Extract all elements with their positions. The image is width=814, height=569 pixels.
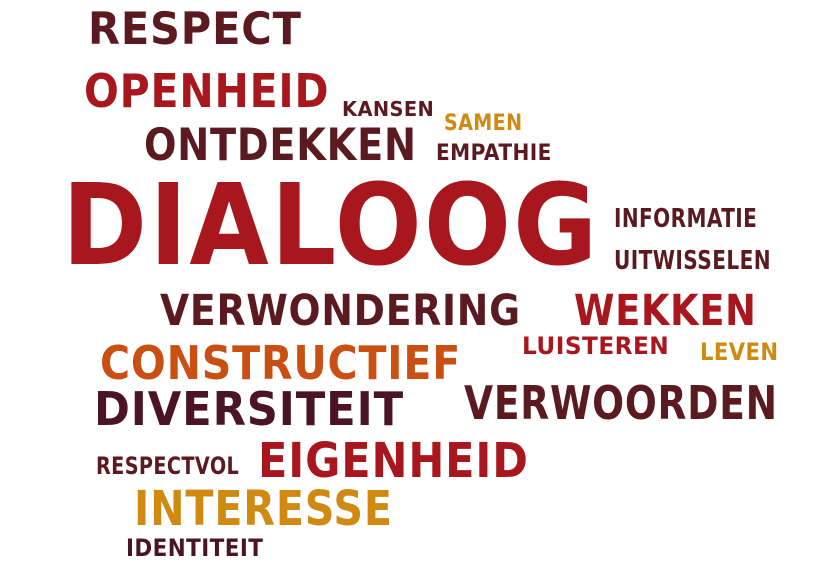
word-interesse: INTERESSE [134,482,393,538]
word-verwoorden: VERWOORDEN [464,376,778,430]
word-verwondering: VERWONDERING [160,285,521,335]
word-dialoog: DIALOOG [62,160,600,291]
word-informatie: INFORMATIE [614,204,758,235]
word-luisteren: LUISTEREN [522,332,670,361]
word-uitwisselen: UITWISSELEN [614,246,772,277]
word-samen: SAMEN [444,110,523,136]
word-openheid: OPENHEID [84,64,330,118]
word-constructief: CONSTRUCTIEF [100,336,462,390]
word-ontdekken: ONTDEKKEN [144,119,417,171]
word-identiteit: IDENTITEIT [126,534,264,563]
word-leven: LEVEN [700,338,779,367]
word-eigenheid: EIGENHEID [258,434,529,490]
word-wekken: WEKKEN [574,285,757,335]
word-diversiteit: DIVERSITEIT [94,382,404,436]
word-respect: RESPECT [88,3,302,55]
word-empathie: EMPATHIE [436,140,552,166]
word-kansen: KANSEN [342,96,435,121]
word-respectvol: RESPECTVOL [96,452,240,481]
